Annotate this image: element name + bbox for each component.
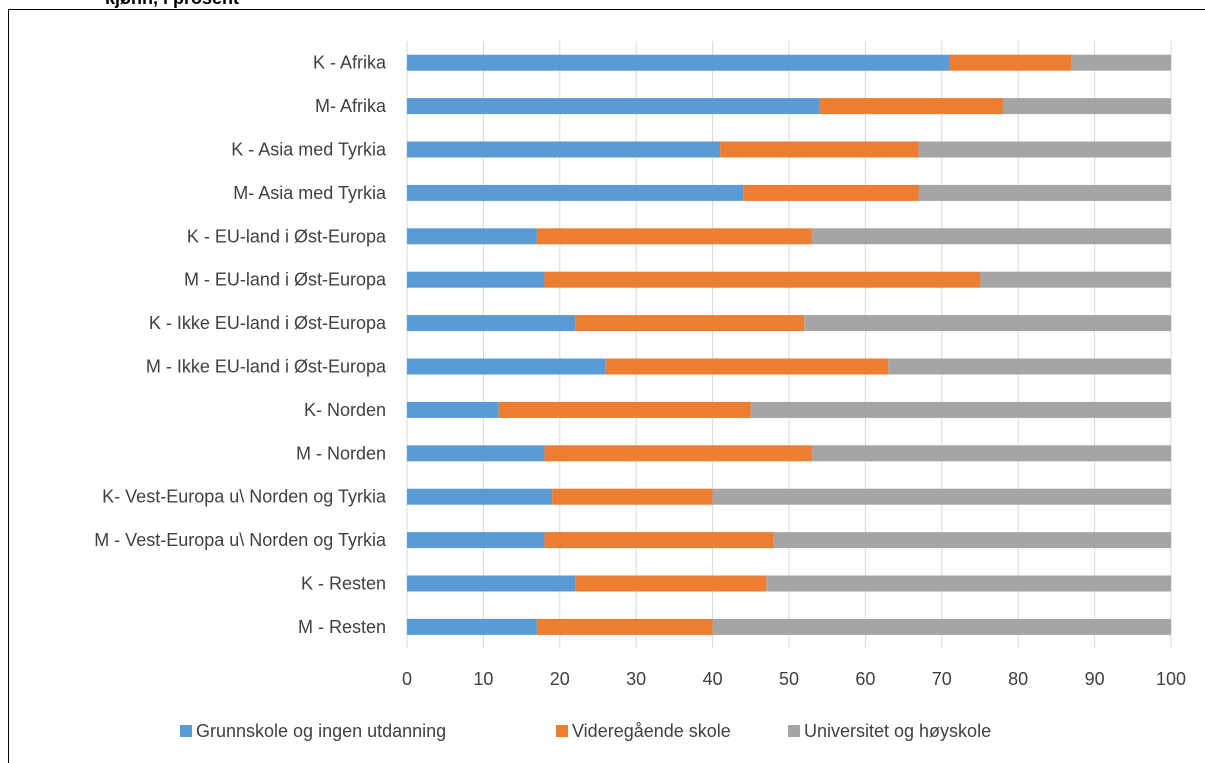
bar-segment	[407, 401, 499, 418]
category-label: M - Ikke EU-land i Øst-Europa	[146, 357, 387, 377]
x-tick-label: 60	[855, 669, 875, 689]
category-label: M- Asia med Tyrkia	[233, 183, 387, 203]
bar-segment	[544, 271, 980, 288]
bar-segment	[712, 488, 1171, 505]
bar-segment	[407, 618, 537, 635]
x-tick-label: 0	[402, 669, 412, 689]
bar-segment	[407, 141, 721, 158]
category-label: M - EU-land i Øst-Europa	[184, 270, 387, 290]
legend-label: Grunnskole og ingen utdanning	[196, 721, 446, 741]
bar-segment	[918, 141, 1171, 158]
legend-swatch	[556, 725, 568, 737]
category-labels: K - Afrika M- Afrika K - Asia med Tyrkia M-…	[94, 53, 387, 637]
bar-segment	[811, 228, 1171, 245]
bar-segment	[1002, 98, 1171, 115]
bar-segment	[949, 54, 1072, 71]
bar-segment	[712, 618, 1171, 635]
x-tick-label: 90	[1085, 669, 1105, 689]
bar-segment	[811, 445, 1171, 462]
chart-title: kjønn, i prosent	[105, 0, 239, 9]
legend-item: Universitet og høyskole	[788, 721, 991, 741]
bar-segment	[407, 54, 950, 71]
bar-segment	[407, 532, 545, 549]
x-tick-label: 30	[626, 669, 646, 689]
bar-segment	[407, 445, 545, 462]
bar-segment	[407, 228, 537, 245]
category-label: K - EU-land i Øst-Europa	[187, 226, 387, 246]
bar-segment	[498, 401, 751, 418]
bar-segment	[407, 358, 606, 375]
x-tick-label: 80	[1008, 669, 1028, 689]
x-tick-label: 10	[473, 669, 493, 689]
bar-segment	[407, 184, 744, 201]
bar-segment	[407, 488, 553, 505]
bar-segment	[544, 445, 812, 462]
category-label: K - Resten	[301, 574, 386, 594]
x-tick-label: 100	[1156, 669, 1186, 689]
x-tick-labels: 0 10 20 30 40 50 60 70 80 90 100	[402, 669, 1186, 689]
gridlines	[406, 41, 1172, 649]
legend-label: Videregående skole	[572, 721, 731, 741]
bar-segment	[720, 141, 919, 158]
bar-segment	[819, 98, 1003, 115]
legend-swatch	[788, 725, 800, 737]
legend-item: Videregående skole	[556, 721, 731, 741]
bar-segment	[804, 315, 1171, 332]
bar-segment	[1071, 54, 1171, 71]
category-label: K- Norden	[304, 400, 386, 420]
bar-segment	[605, 358, 889, 375]
category-label: M - Vest-Europa u\ Norden og Tyrkia	[94, 530, 387, 550]
bar-segment	[743, 184, 919, 201]
category-label: K - Ikke EU-land i Øst-Europa	[149, 313, 387, 333]
category-label: M- Afrika	[315, 96, 387, 116]
category-label: M - Norden	[296, 443, 386, 463]
bar-segment	[773, 532, 1171, 549]
category-label: M - Resten	[298, 617, 386, 637]
bar-segment	[980, 271, 1171, 288]
bar-segment	[544, 532, 774, 549]
chart-frame	[8, 9, 1205, 763]
category-label: K - Afrika	[313, 53, 387, 73]
bar-segment	[575, 315, 805, 332]
category-label: K- Vest-Europa u\ Norden og Tyrkia	[102, 487, 387, 507]
bar-segment	[888, 358, 1171, 375]
legend-item: Grunnskole og ingen utdanning	[180, 721, 446, 741]
bar-segment	[766, 575, 1171, 592]
legend-swatch	[180, 725, 192, 737]
x-tick-label: 50	[779, 669, 799, 689]
bar-segment	[536, 618, 713, 635]
bar-segment	[575, 575, 767, 592]
bar-segment	[552, 488, 713, 505]
bar-segment	[407, 575, 576, 592]
category-label: K - Asia med Tyrkia	[231, 140, 387, 160]
x-tick-label: 40	[703, 669, 723, 689]
bar-segment	[536, 228, 812, 245]
legend-label: Universitet og høyskole	[804, 721, 991, 741]
bar-segment	[407, 315, 576, 332]
bar-segment	[407, 98, 820, 115]
legend: Grunnskole og ingen utdanning Videregåend…	[180, 721, 991, 741]
bar-segment	[407, 271, 545, 288]
bar-segment	[918, 184, 1171, 201]
bars	[407, 54, 1171, 635]
x-tick-label: 70	[932, 669, 952, 689]
bar-segment	[750, 401, 1171, 418]
x-tick-label: 20	[550, 669, 570, 689]
